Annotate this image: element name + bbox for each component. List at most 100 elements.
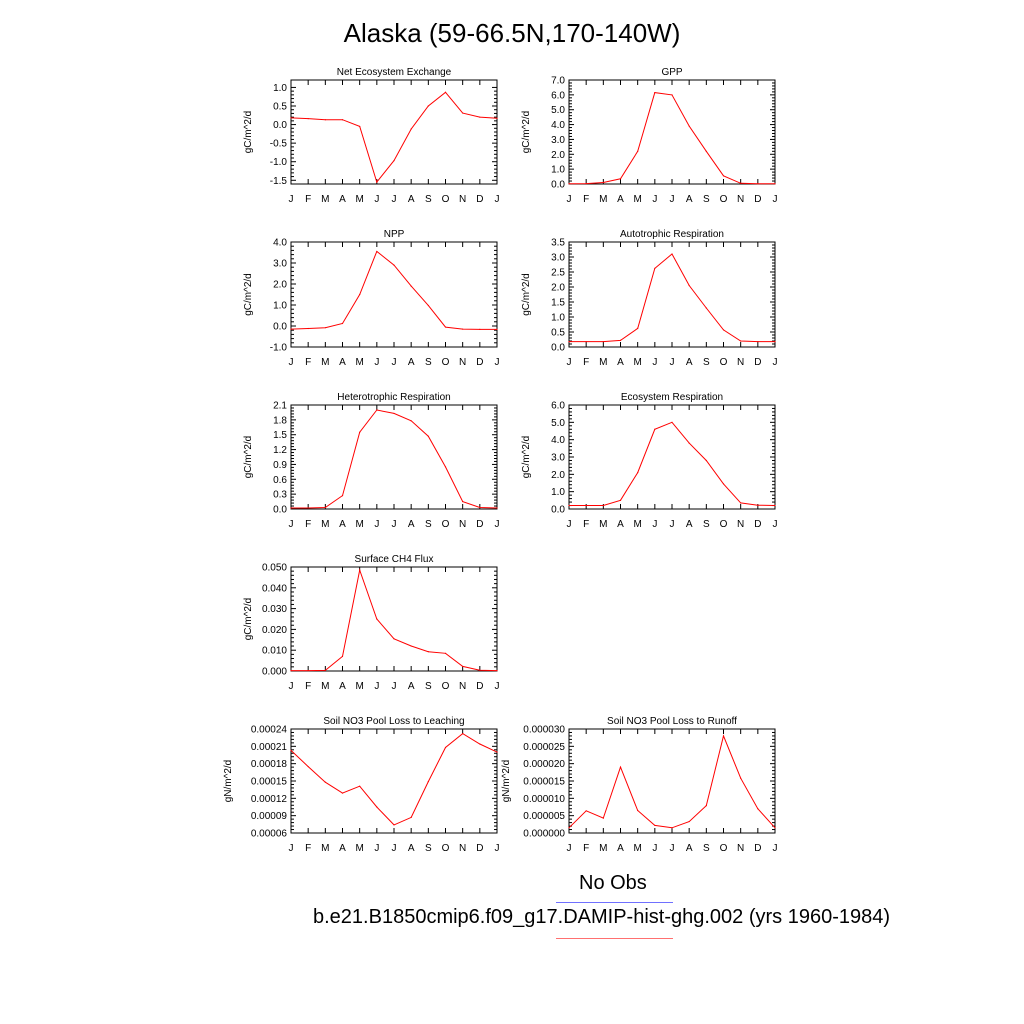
data-point xyxy=(307,118,309,120)
data-point xyxy=(688,125,690,127)
x-tick-label: J xyxy=(652,843,657,854)
x-tick-label: J xyxy=(670,194,675,205)
data-point xyxy=(427,780,429,783)
y-tick-label: -1.0 xyxy=(270,157,288,168)
y-tick-label: 0.0 xyxy=(551,180,565,191)
y-tick-label: 5.0 xyxy=(551,105,565,116)
x-tick-label: A xyxy=(408,519,415,530)
y-tick-label: 0.010 xyxy=(262,646,287,657)
data-point xyxy=(740,777,742,779)
x-tick-label: M xyxy=(321,843,329,854)
x-tick-label: S xyxy=(425,194,432,205)
x-tick-label: O xyxy=(720,194,728,205)
data-point xyxy=(688,284,690,287)
data-point xyxy=(688,442,690,444)
plot-frame xyxy=(290,404,498,510)
x-tick-label: A xyxy=(617,843,624,854)
legend-obs-label: No Obs xyxy=(579,872,647,894)
x-tick-label: F xyxy=(583,357,589,368)
plot-frame xyxy=(290,79,498,185)
panel-title: Autotrophic Respiration xyxy=(620,229,724,240)
x-tick-label: F xyxy=(305,843,311,854)
data-point xyxy=(774,504,776,507)
data-point xyxy=(757,504,759,506)
data-point xyxy=(722,329,725,331)
y-tick-label: 0.000 xyxy=(262,667,287,678)
y-tick-label: 3.0 xyxy=(551,253,565,264)
x-tick-label: J xyxy=(289,519,294,530)
y-tick-label: 0.000030 xyxy=(523,725,565,736)
data-point xyxy=(479,743,481,745)
x-tick-label: J xyxy=(670,357,675,368)
y-tick-label: 1.8 xyxy=(273,415,287,426)
data-point xyxy=(705,459,707,462)
data-point xyxy=(722,735,725,737)
data-point xyxy=(654,428,656,430)
y-tick-label: 2.0 xyxy=(273,280,287,291)
x-tick-label: J xyxy=(670,843,675,854)
data-point xyxy=(410,645,412,647)
x-tick-label: D xyxy=(476,519,483,530)
data-point xyxy=(757,808,759,810)
y-tick-label: 0.00021 xyxy=(251,742,288,753)
plot-frame xyxy=(568,404,776,510)
x-tick-label: O xyxy=(442,843,450,854)
x-tick-label: M xyxy=(633,519,641,530)
y-tick-label: 0.020 xyxy=(262,625,287,636)
data-point xyxy=(324,781,326,783)
data-point xyxy=(774,183,776,185)
panel-title: Heterotrophic Respiration xyxy=(337,392,450,403)
data-point xyxy=(496,669,498,672)
series-line xyxy=(290,732,498,826)
x-tick-label: F xyxy=(583,519,589,530)
x-tick-label: S xyxy=(425,843,432,854)
data-point xyxy=(290,669,292,672)
data-point xyxy=(602,504,604,507)
data-point xyxy=(341,322,344,325)
x-tick-label: N xyxy=(459,843,466,854)
x-tick-label: D xyxy=(476,681,483,692)
data-point xyxy=(479,328,481,330)
y-tick-label: 0.9 xyxy=(273,460,287,471)
legend-obs-line xyxy=(556,902,673,903)
data-point xyxy=(688,820,690,823)
x-tick-label: S xyxy=(425,519,432,530)
x-tick-label: N xyxy=(459,519,466,530)
series-line xyxy=(291,409,498,509)
x-tick-label: N xyxy=(737,843,744,854)
y-tick-label: 1.0 xyxy=(551,487,565,498)
x-tick-label: A xyxy=(408,843,415,854)
data-point xyxy=(637,809,639,812)
y-axis-label: gN/m^2/d xyxy=(501,760,512,803)
data-point xyxy=(585,341,587,343)
y-tick-label: 1.0 xyxy=(551,313,565,324)
y-axis-label: gC/m^2/d xyxy=(521,111,532,154)
data-point xyxy=(359,125,361,128)
x-tick-label: J xyxy=(652,519,657,530)
data-point xyxy=(671,421,673,423)
data-point xyxy=(393,638,395,640)
x-tick-label: F xyxy=(583,843,589,854)
x-tick-label: M xyxy=(633,843,641,854)
x-tick-label: N xyxy=(737,357,744,368)
series-line xyxy=(569,421,776,506)
data-point xyxy=(637,472,639,474)
data-point xyxy=(324,506,326,509)
x-tick-label: D xyxy=(476,357,483,368)
data-point xyxy=(479,116,481,118)
y-tick-label: 3.0 xyxy=(551,453,565,464)
x-tick-label: F xyxy=(305,357,311,368)
y-tick-label: 0.000015 xyxy=(523,777,565,788)
series-line xyxy=(569,253,775,343)
y-tick-label: 0.6 xyxy=(273,475,287,486)
x-tick-label: O xyxy=(442,194,450,205)
data-point xyxy=(654,267,656,269)
x-tick-label: A xyxy=(408,681,415,692)
data-point xyxy=(496,751,498,753)
y-tick-label: 0.3 xyxy=(273,490,287,501)
data-point xyxy=(290,328,292,330)
data-point xyxy=(654,92,656,94)
data-point xyxy=(307,507,309,509)
data-point xyxy=(341,119,344,121)
x-tick-label: M xyxy=(321,681,329,692)
